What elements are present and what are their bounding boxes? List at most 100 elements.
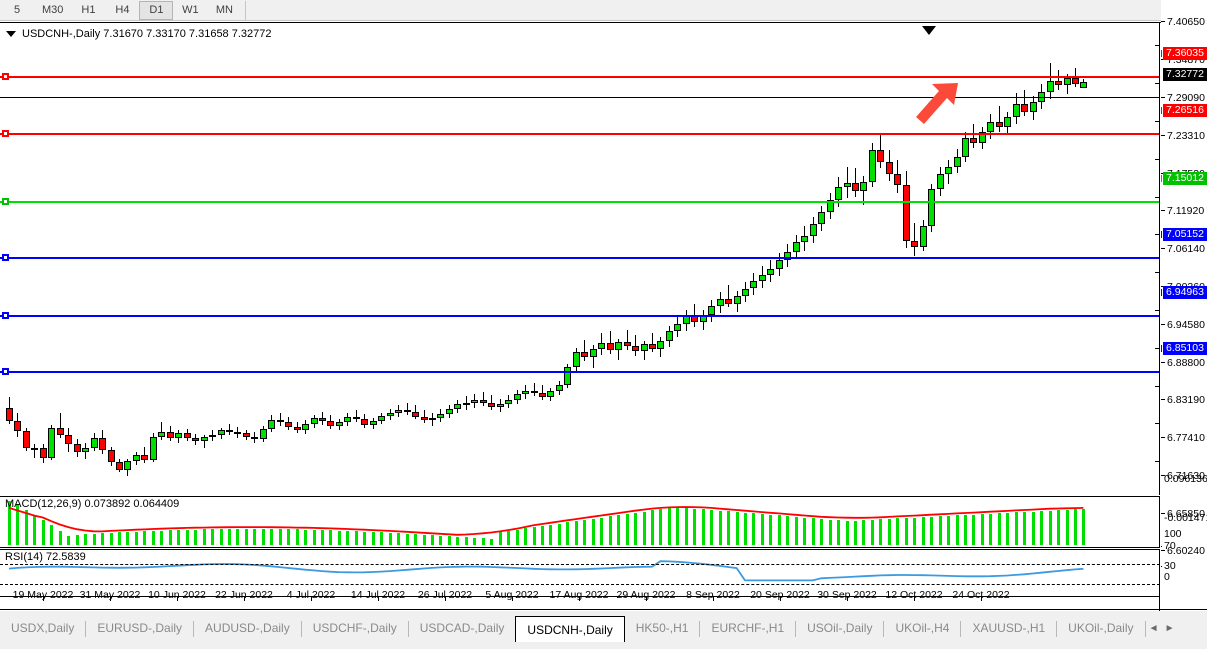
chart-tab-audusd--daily[interactable]: AUDUSD-,Daily — [205, 621, 290, 635]
tab-separator — [1144, 621, 1146, 637]
chart-tab-usdcad--daily[interactable]: USDCAD-,Daily — [419, 621, 505, 635]
candle-body — [767, 269, 775, 275]
timeframe-h4[interactable]: H4 — [115, 4, 130, 16]
timeframe-5[interactable]: 5 — [13, 4, 21, 16]
price-tick-label: 7.40650 — [1167, 16, 1205, 28]
tab-nav-next-icon[interactable]: ► — [1164, 622, 1175, 634]
macd-bar — [1040, 511, 1044, 545]
candle-body — [564, 366, 572, 385]
time-tick-label: 19 May 2022 — [12, 589, 74, 601]
macd-indicator-pane[interactable]: MACD(12,26,9) 0.073892 0.064409 — [0, 496, 1160, 548]
candle-body — [209, 435, 217, 438]
level-handle[interactable] — [2, 368, 9, 375]
level-line-7.05152[interactable] — [0, 257, 1159, 259]
candle-body — [183, 433, 191, 438]
time-tick — [914, 597, 915, 601]
macd-bar — [1023, 512, 1027, 545]
candle-body — [82, 447, 90, 453]
macd-bar — [278, 529, 282, 545]
rsi-indicator-pane[interactable]: RSI(14) 72.5839 — [0, 549, 1160, 596]
macd-bar — [947, 515, 951, 545]
chart-tab-usdx-daily[interactable]: USDX,Daily — [11, 621, 75, 635]
candle-body — [945, 167, 953, 174]
rsi-label: RSI(14) 72.5839 — [5, 551, 86, 563]
axis-level-handle[interactable] — [1161, 345, 1162, 352]
timeframe-mn[interactable]: MN — [215, 4, 233, 16]
tick-dash — [1161, 437, 1165, 439]
chart-window[interactable]: USDCNH-,Daily 7.31670 7.33170 7.31658 7.… — [0, 22, 1207, 611]
candle-body — [175, 433, 183, 438]
tab-nav-prev-icon[interactable]: ◄ — [1148, 622, 1159, 634]
candle-body — [166, 431, 174, 438]
time-tick-label: 29 Aug 2022 — [616, 589, 676, 601]
macd-bar — [244, 529, 248, 545]
macd-bar — [693, 508, 697, 545]
level-line-7.15012[interactable] — [0, 201, 1159, 203]
timeframe-w1[interactable]: W1 — [182, 4, 199, 16]
level-line-7.36035[interactable] — [0, 76, 1159, 78]
timeframe-h1[interactable]: H1 — [81, 4, 96, 16]
time-tick — [445, 597, 446, 601]
rsi-axis-dash — [1161, 566, 1162, 567]
level-handle[interactable] — [2, 198, 9, 205]
candle-body — [6, 407, 13, 421]
level-line-6.94963[interactable] — [0, 315, 1159, 317]
candle-body — [513, 394, 521, 400]
chart-tab-usdcnh--daily[interactable]: USDCNH-,Daily — [515, 616, 625, 642]
macd-bar — [617, 515, 621, 545]
candle-body — [90, 438, 98, 448]
chart-tab-eurchf--h1[interactable]: EURCHF-,H1 — [711, 621, 785, 635]
axis-level-handle[interactable] — [1161, 107, 1162, 114]
macd-bar — [676, 507, 680, 545]
chart-tab-hk50--h1[interactable]: HK50-,H1 — [635, 621, 689, 635]
macd-bar — [1057, 510, 1061, 545]
candle-body — [335, 422, 343, 426]
candle-body — [708, 306, 716, 316]
candle-body — [1046, 80, 1054, 92]
chart-tab-ukoil--h4[interactable]: UKOil-,H4 — [895, 621, 950, 635]
price-chart-pane[interactable] — [0, 23, 1160, 495]
tab-separator — [300, 621, 302, 637]
candle-body — [31, 447, 39, 450]
level-line-7.32772[interactable] — [0, 97, 1159, 98]
candle-body — [640, 344, 648, 352]
chart-tab-usdchf--daily[interactable]: USDCHF-,Daily — [312, 621, 397, 635]
axis-level-handle[interactable] — [1161, 231, 1162, 238]
candle-wick — [1058, 70, 1060, 91]
chart-tab-usoil--daily[interactable]: USOil-,Daily — [807, 621, 873, 635]
level-line-6.85103[interactable] — [0, 371, 1159, 373]
candle-body — [1080, 81, 1088, 88]
chart-tab-ukoil--daily[interactable]: UKOil-,Daily — [1068, 621, 1134, 635]
candle-body — [801, 235, 809, 243]
price-axis[interactable]: 7.406507.348707.290907.233107.175307.119… — [1161, 0, 1207, 588]
timeframe-d1[interactable]: D1 — [139, 0, 174, 20]
chart-collapse-icon[interactable] — [6, 31, 16, 37]
macd-bar — [1014, 512, 1018, 545]
axis-level-handle[interactable] — [1161, 175, 1162, 182]
candle-body — [225, 430, 233, 433]
chart-tab-bar: USDX,Daily EURUSD-,Daily AUDUSD-,Daily USDC… — [0, 611, 1207, 649]
macd-signal-path — [8, 506, 1084, 536]
chart-tab-eurusd--daily[interactable]: EURUSD-,Daily — [97, 621, 183, 635]
level-handle[interactable] — [2, 312, 9, 319]
timeframe-m30[interactable]: M30 — [42, 4, 64, 16]
macd-bar — [270, 529, 274, 545]
level-handle[interactable] — [2, 73, 9, 80]
level-handle[interactable] — [2, 254, 9, 261]
time-tick — [847, 597, 848, 601]
axis-level-handle[interactable] — [1161, 50, 1162, 57]
macd-bar — [760, 514, 764, 545]
candle-body — [242, 433, 250, 437]
rsi-line — [8, 560, 1084, 582]
axis-level-handle[interactable] — [1161, 289, 1162, 296]
candle-body — [725, 299, 733, 304]
level-handle[interactable] — [2, 130, 9, 137]
candle-body — [115, 462, 123, 470]
macd-bar — [498, 531, 502, 545]
candle-body — [378, 415, 386, 421]
price-grid-tick — [1155, 45, 1159, 46]
level-line-7.26516[interactable] — [0, 133, 1159, 135]
macd-bar — [431, 535, 434, 545]
chart-tab-xauusd--h1[interactable]: XAUUSD-,H1 — [972, 621, 1046, 635]
macd-bar — [194, 529, 198, 545]
